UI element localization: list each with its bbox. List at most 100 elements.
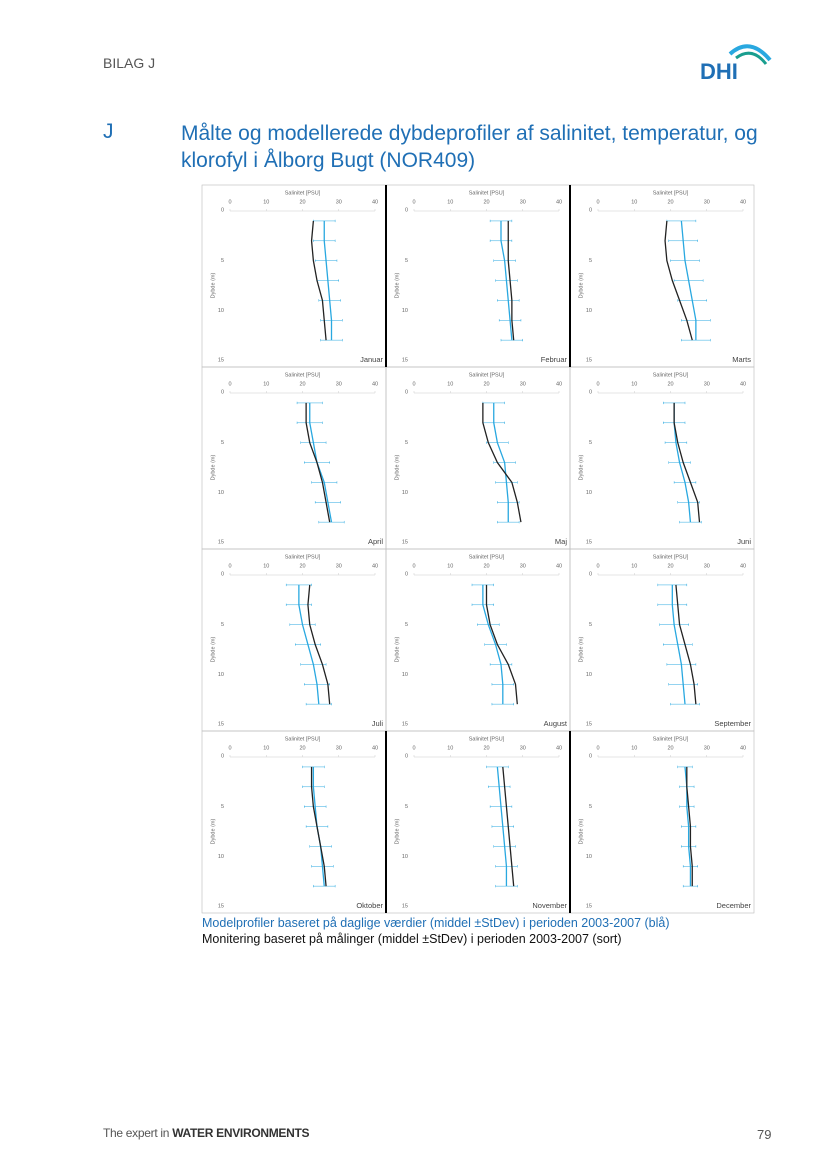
x-tick-label: 40 [372,745,378,751]
x-tick-label: 20 [483,381,489,387]
x-tick-label: 0 [228,199,231,205]
footer-prefix: The expert in [103,1126,170,1140]
profile-line [485,584,518,705]
y-tick-label: 15 [586,357,592,363]
profile-line [493,402,509,523]
y-tick-label: 10 [402,854,408,860]
y-tick-label: 10 [586,854,592,860]
y-axis-label: Dybde (m) [394,272,400,298]
x-tick-label: 0 [412,563,415,569]
y-tick-label: 5 [221,622,224,628]
y-tick-label: 10 [218,672,224,678]
y-tick-label: 0 [589,753,592,759]
x-tick-label: 40 [740,381,746,387]
panel-frame [201,184,387,368]
y-tick-label: 15 [586,539,592,545]
panel-label: December [716,901,751,910]
chart-title: Salinitet [PSU] [285,736,321,742]
error-bar [285,583,312,587]
y-axis-label: Dybde (m) [210,454,216,480]
logo-text: DHI [700,59,738,82]
y-tick-label: 0 [589,207,592,213]
y-tick-label: 5 [589,622,592,628]
x-tick-label: 30 [336,563,342,569]
error-bar [302,765,325,769]
y-tick-label: 5 [221,258,224,264]
logo: DHI [700,44,772,82]
x-tick-label: 10 [447,381,453,387]
x-tick-label: 30 [520,745,526,751]
x-tick-label: 30 [336,381,342,387]
y-axis-label: Dybde (m) [578,636,584,662]
y-tick-label: 15 [586,721,592,727]
section-title: Målte og modellerede dybdeprofiler af sa… [181,122,758,172]
y-axis-label: Dybde (m) [578,272,584,298]
panel-label: Juli [372,719,384,728]
x-tick-label: 10 [263,745,269,751]
profile-line [686,766,693,887]
y-tick-label: 10 [586,490,592,496]
x-tick-label: 10 [631,563,637,569]
x-tick-label: 40 [556,745,562,751]
x-tick-label: 40 [372,199,378,205]
chart-title: Salinitet [PSU] [653,190,689,196]
section-letter: J [103,120,114,143]
chart-title: Salinitet [PSU] [469,372,505,378]
caption-line: Modelprofiler baseret på daglige værdier… [202,916,670,930]
y-tick-label: 5 [405,440,408,446]
y-tick-label: 0 [405,571,408,577]
x-tick-label: 40 [556,381,562,387]
error-bar [663,401,686,405]
y-tick-label: 10 [218,490,224,496]
chart-title: Salinitet [PSU] [285,554,321,560]
panel-label: Maj [555,537,567,546]
x-tick-label: 0 [596,563,599,569]
y-tick-label: 10 [218,308,224,314]
x-tick-label: 20 [483,745,489,751]
x-tick-label: 20 [667,563,673,569]
x-tick-label: 30 [520,199,526,205]
x-tick-label: 20 [299,563,305,569]
x-tick-label: 20 [299,199,305,205]
y-axis-label: Dybde (m) [394,454,400,480]
profile-line [310,220,327,341]
panel-frame [385,548,571,732]
footer: The expert in WATER ENVIRONMENTS [103,1126,310,1140]
y-axis-label: Dybde (m) [578,818,584,844]
y-tick-label: 15 [402,903,408,909]
panel-frame [201,730,387,914]
error-bar [296,401,323,405]
y-axis-label: Dybde (m) [210,272,216,298]
panel-label: Marts [732,355,751,364]
y-tick-label: 15 [402,539,408,545]
panel-frame [201,366,387,550]
y-tick-label: 5 [405,258,408,264]
profile-line [307,584,331,705]
panel-frame [569,366,755,550]
profile-line [305,402,331,523]
x-tick-label: 30 [336,199,342,205]
y-tick-label: 15 [218,357,224,363]
y-tick-label: 5 [405,622,408,628]
x-tick-label: 40 [372,381,378,387]
profile-line [502,766,515,887]
profile-line [675,584,697,705]
y-tick-label: 10 [586,308,592,314]
profile-line [323,220,333,341]
x-tick-label: 20 [299,381,305,387]
x-tick-label: 30 [336,745,342,751]
y-tick-label: 0 [221,571,224,577]
chart-title: Salinitet [PSU] [285,190,321,196]
panel-frame [201,548,387,732]
x-tick-label: 20 [667,381,673,387]
profile-line [310,766,327,887]
y-tick-label: 15 [218,721,224,727]
caption-line: Monitering baseret på målinger (middel ±… [202,932,622,946]
panel-label: September [714,719,751,728]
panel-frame [385,366,571,550]
panel-label: August [544,719,568,728]
y-axis-label: Dybde (m) [394,636,400,662]
x-tick-label: 10 [263,381,269,387]
x-tick-label: 20 [667,745,673,751]
y-tick-label: 5 [221,804,224,810]
